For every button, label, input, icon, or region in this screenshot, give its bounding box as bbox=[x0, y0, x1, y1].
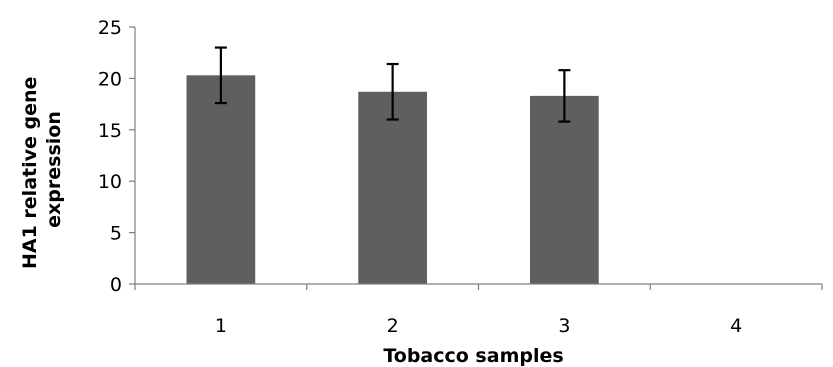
bar-1 bbox=[186, 75, 256, 284]
y-axis-title: HA1 relative gene expression bbox=[19, 70, 65, 269]
y-tick-label: 10 bbox=[98, 171, 122, 193]
y-axis-title-line-1: HA1 relative gene bbox=[19, 77, 41, 269]
y-axis-title-line-2: expression bbox=[43, 111, 65, 228]
x-tick-label: 4 bbox=[730, 315, 742, 337]
bar-2 bbox=[358, 91, 427, 284]
y-tick-label: 25 bbox=[98, 17, 122, 39]
y-tick-label: 20 bbox=[98, 68, 122, 90]
y-tick-label: 15 bbox=[98, 120, 122, 142]
y-tick-label: 5 bbox=[110, 223, 122, 245]
bar-3 bbox=[530, 95, 599, 284]
error-bars bbox=[214, 46, 571, 123]
x-axis-title: Tobacco samples bbox=[383, 345, 563, 367]
x-axis-ticks: 1 2 3 4 bbox=[134, 284, 823, 337]
bars bbox=[186, 75, 599, 284]
x-tick-label: 2 bbox=[387, 315, 399, 337]
y-tick-label: 0 bbox=[110, 274, 122, 296]
x-tick-label: 1 bbox=[215, 315, 227, 337]
y-axis-ticks: 0 5 10 15 20 25 bbox=[98, 17, 135, 296]
x-tick-label: 3 bbox=[558, 315, 570, 337]
